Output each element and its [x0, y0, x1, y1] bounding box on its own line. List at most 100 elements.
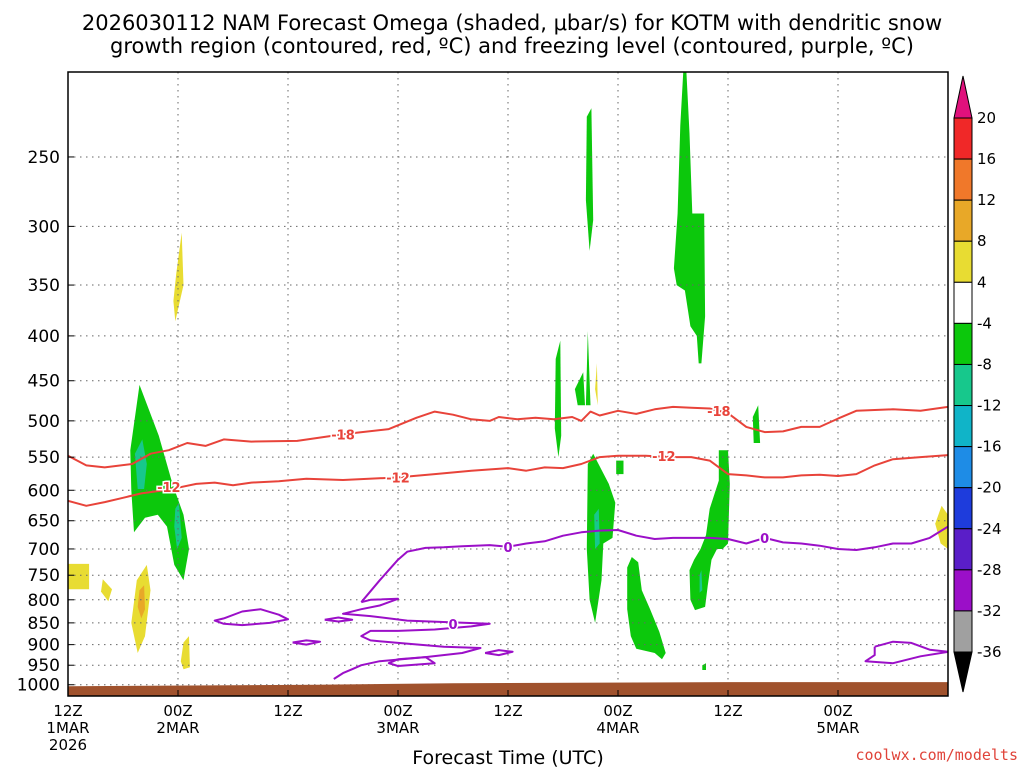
omega-shading-layer [68, 72, 948, 670]
x-tick-label-3-line1: 00Z [383, 702, 412, 720]
y-tick-label-550: 550 [28, 448, 60, 468]
omega-shade-11 [585, 331, 591, 406]
x-tick-label-6-line1: 12Z [713, 702, 742, 720]
colorbar-bin-3 [953, 240, 973, 283]
omega-shade-22 [702, 663, 706, 670]
contour-label-dgz-minus18-0: -18 [331, 428, 355, 443]
x-tick-label-7-line1: 00Z [823, 702, 852, 720]
colorbar-bin-0 [953, 117, 973, 160]
colorbar-label-11: -28 [977, 561, 1002, 579]
colorbar-label-13: -36 [977, 643, 1002, 661]
y-tick-label-450: 450 [28, 372, 60, 392]
x-axis-title: Forecast Time (UTC) [412, 747, 603, 768]
omega-shade-12 [595, 363, 598, 406]
omega-shade-16 [616, 460, 624, 475]
plot-area: -18 -18 -12 -12 -12 0 0 0 [68, 72, 948, 696]
omega-shade-10 [574, 372, 585, 406]
colorbar-label-1: 16 [977, 150, 996, 168]
colorbar-bin-9 [953, 487, 973, 530]
y-tick-label-950: 950 [28, 656, 60, 676]
credit-text: coolwx.com/modelts [855, 746, 1018, 764]
y-tick-label-250: 250 [28, 148, 60, 168]
chart-title-line-1: 2026030112 NAM Forecast Omega (shaded, μ… [82, 11, 942, 35]
contour-label-dgz-minus18-1: -18 [707, 405, 731, 420]
contour-frz-0-loop-e [387, 656, 436, 667]
colorbar-bin-2 [953, 199, 973, 242]
colorbar-bin-12 [953, 610, 973, 653]
colorbar-bottom-arrow [953, 651, 973, 693]
omega-shade-3 [137, 585, 145, 619]
colorbar-bin-7 [953, 405, 973, 448]
contour-label-frz-0-main-1: 0 [760, 532, 769, 547]
y-tick-label-750: 750 [28, 566, 60, 586]
contour-label-frz-0-loop-a-0: 0 [448, 618, 457, 633]
contour-frz-0-branch [333, 597, 491, 680]
y-tick-label-600: 600 [28, 481, 60, 501]
y-tick-label-350: 350 [28, 276, 60, 296]
colorbar-label-4: 4 [977, 273, 987, 291]
omega-shade-21 [752, 405, 761, 443]
omega-shade-4 [180, 636, 190, 670]
y-tick-label-500: 500 [28, 412, 60, 432]
x-tick-label-1-line1: 00Z [163, 702, 192, 720]
omega-shade-18 [673, 72, 706, 364]
contour-frz-0-loop-c [292, 639, 322, 646]
pressure-axis: 2503003504004505005506006507007508008509… [17, 148, 74, 696]
contour-frz-0-loop-a [213, 608, 289, 627]
colorbar-bin-5 [953, 322, 973, 365]
colorbar-bin-1 [953, 158, 973, 201]
omega-shade-7 [134, 439, 147, 489]
x-tick-label-5-line1: 00Z [603, 702, 632, 720]
colorbar-label-10: -24 [977, 520, 1002, 538]
contour-label-dgz-minus12-2: -12 [652, 450, 676, 465]
colorbar-label-3: 8 [977, 232, 987, 250]
omega-shade-15 [594, 508, 600, 549]
contour-label-dgz-minus12-0: -12 [157, 481, 181, 496]
colorbar-bin-4 [953, 281, 973, 324]
contour-frz-0-loop-d [484, 649, 514, 657]
y-tick-label-800: 800 [28, 591, 60, 611]
x-tick-label-0-line2: 1MAR [46, 719, 89, 737]
x-tick-label-4-line1: 12Z [493, 702, 522, 720]
colorbar-top-arrow [953, 75, 973, 119]
colorbar-bin-8 [953, 446, 973, 489]
colorbar-label-9: -20 [977, 479, 1002, 497]
colorbar-label-12: -32 [977, 602, 1002, 620]
contour-dgz-minus12 [68, 454, 948, 507]
omega-shade-14 [586, 453, 616, 623]
omega-shade-19 [689, 450, 730, 611]
y-tick-label-850: 850 [28, 614, 60, 634]
colorbar-bin-6 [953, 363, 973, 407]
omega-shade-8 [174, 502, 182, 549]
colorbar-label-2: 12 [977, 191, 996, 209]
x-tick-label-0-line1: 12Z [53, 702, 82, 720]
x-tick-label-5-line2: 4MAR [596, 719, 639, 737]
omega-shade-23 [935, 505, 948, 549]
x-tick-label-3-line2: 3MAR [376, 719, 419, 737]
omega-shade-6 [130, 384, 189, 581]
contour-frz-0-loop-f [864, 640, 948, 665]
x-tick-label-1-line2: 2MAR [156, 719, 199, 737]
x-tick-label-0-line3: 2026 [49, 736, 87, 754]
y-tick-label-900: 900 [28, 636, 60, 656]
contour-layer: -18 -18 -12 -12 -12 0 0 0 [68, 403, 948, 680]
omega-shade-0 [68, 563, 90, 590]
omega-shade-9 [554, 340, 562, 458]
contour-label-dgz-minus12-1: -12 [386, 471, 410, 486]
contour-dgz-minus18 [68, 405, 948, 469]
grid-layer [68, 72, 948, 696]
omega-shade-1 [101, 579, 112, 602]
x-tick-label-2-line1: 12Z [273, 702, 302, 720]
colorbar: 20 16 12 8 4 -4 -8 -12 -16 -20 -24 -28 -32 -36 [953, 75, 1002, 693]
colorbar-label-8: -16 [977, 438, 1002, 456]
contour-frz-0-main [360, 525, 948, 603]
y-tick-label-300: 300 [28, 217, 60, 237]
y-tick-label-1000: 1000 [17, 676, 60, 696]
contour-label-frz-0-main-0: 0 [503, 541, 512, 556]
omega-shade-20 [699, 570, 703, 593]
y-tick-label-700: 700 [28, 540, 60, 560]
colorbar-bin-10 [953, 528, 973, 571]
chart-title-line-2: growth region (contoured, red, ºC) and f… [110, 34, 914, 58]
y-tick-label-400: 400 [28, 327, 60, 347]
